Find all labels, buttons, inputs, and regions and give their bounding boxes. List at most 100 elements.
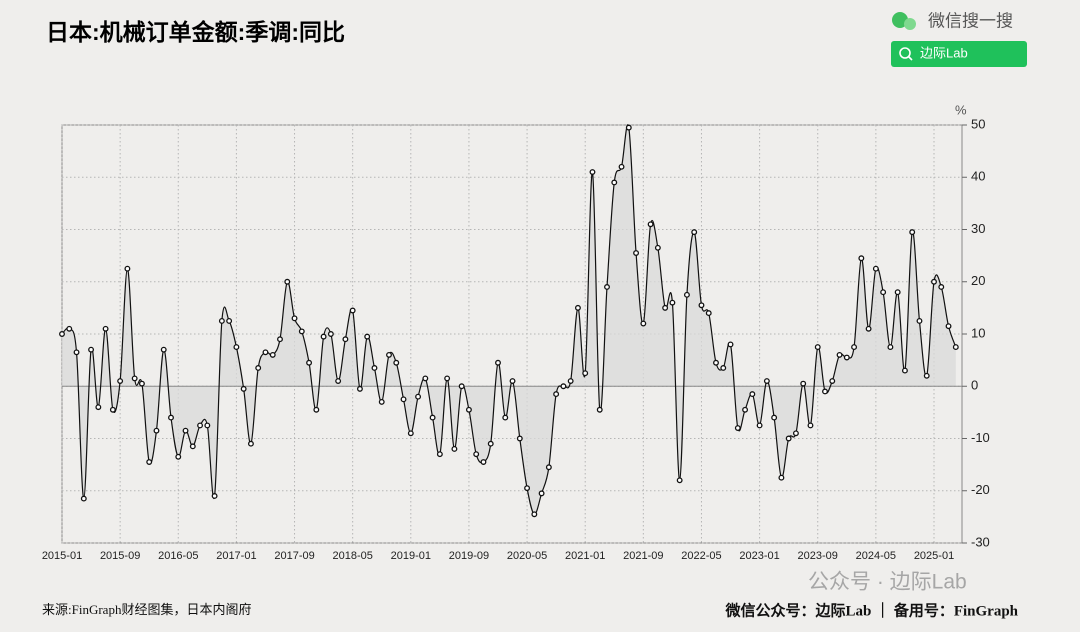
y-tick-label: 10 <box>971 325 985 340</box>
point <box>211 493 218 499</box>
point <box>422 375 429 382</box>
y-tick-label: 20 <box>971 273 985 288</box>
point <box>313 406 320 413</box>
point <box>458 383 465 390</box>
point <box>88 346 95 353</box>
point <box>262 349 269 356</box>
point <box>829 378 836 384</box>
point <box>197 422 204 429</box>
point <box>255 365 262 371</box>
point <box>364 333 371 340</box>
point <box>807 422 814 429</box>
point <box>335 378 342 384</box>
point <box>582 370 589 377</box>
point <box>647 221 654 228</box>
point <box>436 451 443 458</box>
point <box>887 344 894 351</box>
point <box>524 485 531 492</box>
point <box>756 422 763 429</box>
point <box>473 451 480 458</box>
search-widget: 微信搜一搜 边际Lab <box>891 11 1027 67</box>
search-icon <box>899 47 911 59</box>
point <box>509 378 516 384</box>
point <box>284 278 291 285</box>
y-tick-label: 40 <box>971 169 985 184</box>
point <box>378 398 385 405</box>
search-button[interactable] <box>891 41 1027 67</box>
x-tick-label: 2015-09 <box>100 550 140 562</box>
point <box>59 331 65 337</box>
point <box>669 299 676 306</box>
x-tick-label: 2018-05 <box>332 550 372 562</box>
point <box>131 375 138 382</box>
point <box>662 304 669 311</box>
x-tick-label: 2017-09 <box>274 550 314 562</box>
point <box>109 406 116 413</box>
point <box>952 344 959 351</box>
point <box>73 349 80 356</box>
point <box>822 388 828 395</box>
point <box>189 443 196 450</box>
area <box>62 124 956 515</box>
point <box>306 359 313 366</box>
point <box>785 435 792 442</box>
point <box>814 344 821 351</box>
point <box>117 378 124 384</box>
x-tick-label: 2022-05 <box>681 550 721 562</box>
point <box>516 435 523 442</box>
point <box>865 325 872 332</box>
point <box>182 427 189 434</box>
point <box>727 341 734 348</box>
point <box>596 406 603 413</box>
search-icon <box>908 56 913 61</box>
point <box>240 385 247 392</box>
point <box>705 310 712 317</box>
point <box>742 406 749 413</box>
point <box>800 380 807 387</box>
search-query: 边际Lab <box>920 45 968 60</box>
point <box>901 367 908 374</box>
point <box>277 336 283 343</box>
x-tick-label: 2017-01 <box>216 550 256 562</box>
point <box>102 325 109 332</box>
point <box>168 414 174 421</box>
x-tick-label: 2024-05 <box>856 550 896 562</box>
point <box>393 359 400 366</box>
point <box>858 255 865 262</box>
point <box>233 344 240 351</box>
point <box>894 289 901 296</box>
point <box>771 414 778 421</box>
point <box>400 396 407 403</box>
point <box>633 250 640 256</box>
point <box>545 464 552 471</box>
point <box>880 289 887 296</box>
point <box>872 265 879 272</box>
point <box>923 372 930 379</box>
x-tick-label: 2021-09 <box>623 550 663 562</box>
point <box>538 490 545 497</box>
point <box>291 315 298 322</box>
point <box>429 414 436 421</box>
point <box>175 453 182 460</box>
point <box>654 244 661 251</box>
point <box>567 378 574 384</box>
point <box>611 179 618 186</box>
point <box>683 291 690 298</box>
point <box>407 430 414 437</box>
x-tick-label: 2023-09 <box>798 550 838 562</box>
point <box>916 317 923 324</box>
point <box>909 229 916 236</box>
point <box>124 265 131 272</box>
point <box>843 354 850 361</box>
point <box>415 393 422 400</box>
point <box>146 459 153 465</box>
point <box>153 427 160 434</box>
line <box>61 124 957 515</box>
point <box>349 307 356 314</box>
point <box>560 383 567 390</box>
point <box>386 351 392 358</box>
x-tick-label: 2025-01 <box>914 550 954 562</box>
source: 来源:FinGraph财经图集，日本内阁府 <box>42 602 251 617</box>
x-tick-label: 2019-01 <box>391 550 431 562</box>
